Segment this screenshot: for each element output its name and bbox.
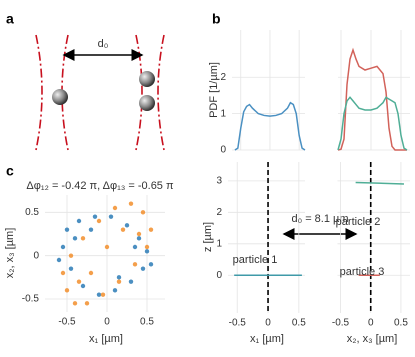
x-tick-label: 0 [104, 317, 110, 328]
point [128, 279, 134, 284]
point [120, 227, 126, 232]
x-tick-label: 0.5 [140, 317, 154, 328]
point [64, 227, 70, 232]
point [136, 236, 142, 241]
particle [139, 71, 155, 87]
x-tick-label: -0.5 [332, 318, 350, 329]
y-tick-label: 2 [220, 72, 226, 83]
y-tick-label: 1 [216, 238, 222, 249]
panel-label: a [6, 11, 14, 27]
point [88, 270, 94, 276]
point [132, 244, 138, 250]
point [148, 227, 154, 232]
point [72, 236, 78, 241]
particle [52, 89, 68, 105]
annotation: particle 2 [336, 216, 381, 228]
point [76, 218, 82, 224]
point [96, 218, 102, 224]
y-tick-label: 3 [216, 176, 222, 187]
y-tick-label: -0.5 [22, 294, 40, 305]
x-tick-label: -0.5 [229, 318, 247, 329]
point [140, 210, 146, 215]
point [80, 283, 86, 289]
point [136, 231, 142, 237]
point [88, 227, 94, 232]
point [124, 223, 130, 228]
point [112, 205, 118, 211]
point [144, 249, 150, 254]
point [64, 288, 70, 293]
y-tick-label: 0 [33, 250, 39, 261]
distance-label: d₀ [98, 38, 109, 50]
panel-label: b [212, 11, 221, 27]
line [355, 181, 404, 185]
point [56, 257, 62, 263]
annotation: particle 1 [233, 254, 278, 266]
chart-title: Δφ₁₂ = -0.42 π, Δφ₁₃ = -0.65 π [26, 180, 174, 192]
y-tick-label: 0 [220, 145, 226, 156]
y-tick-label: 0 [216, 270, 222, 281]
point [140, 266, 146, 271]
panel-label: c [6, 163, 14, 179]
point [104, 244, 110, 250]
point [108, 214, 114, 219]
point [132, 262, 138, 267]
line [337, 96, 408, 151]
y-axis-label: x₂, x₃ [µm] [4, 228, 16, 279]
y-axis-label: PDF [1/µm] [208, 62, 220, 118]
point [76, 279, 82, 284]
point [68, 266, 74, 271]
point [60, 270, 66, 276]
particle [139, 95, 155, 111]
annotation: d₀ = 8.1 µm [291, 213, 348, 225]
point [128, 201, 134, 206]
point [68, 253, 74, 258]
point [116, 275, 122, 280]
y-tick-label: 0.5 [25, 207, 39, 218]
x-tick-label: -0.5 [58, 317, 76, 328]
point [116, 279, 122, 284]
x-tick-label: 0.5 [292, 318, 306, 329]
point [72, 301, 78, 306]
point [60, 244, 66, 250]
x-axis-label: x₂, x₃ [µm] [347, 333, 398, 345]
point [100, 292, 106, 297]
x-tick-label: 0 [368, 318, 374, 329]
point [112, 288, 118, 293]
line [234, 101, 306, 151]
point [92, 214, 98, 219]
point [80, 236, 86, 241]
annotation: particle 3 [340, 266, 385, 278]
point [96, 292, 102, 297]
y-tick-label: 2 [216, 207, 222, 218]
x-axis-label: x₁ [µm] [250, 333, 284, 345]
x-axis-label: x₁ [µm] [89, 333, 123, 345]
point [148, 262, 154, 267]
trap-diagram [35, 34, 165, 151]
x-tick-label: 0.5 [394, 318, 408, 329]
point [144, 244, 150, 250]
y-axis-label: z [µm] [202, 222, 214, 252]
x-tick-label: 0 [265, 318, 271, 329]
line [337, 47, 407, 151]
point [84, 301, 90, 306]
y-tick-label: 1 [220, 108, 226, 119]
